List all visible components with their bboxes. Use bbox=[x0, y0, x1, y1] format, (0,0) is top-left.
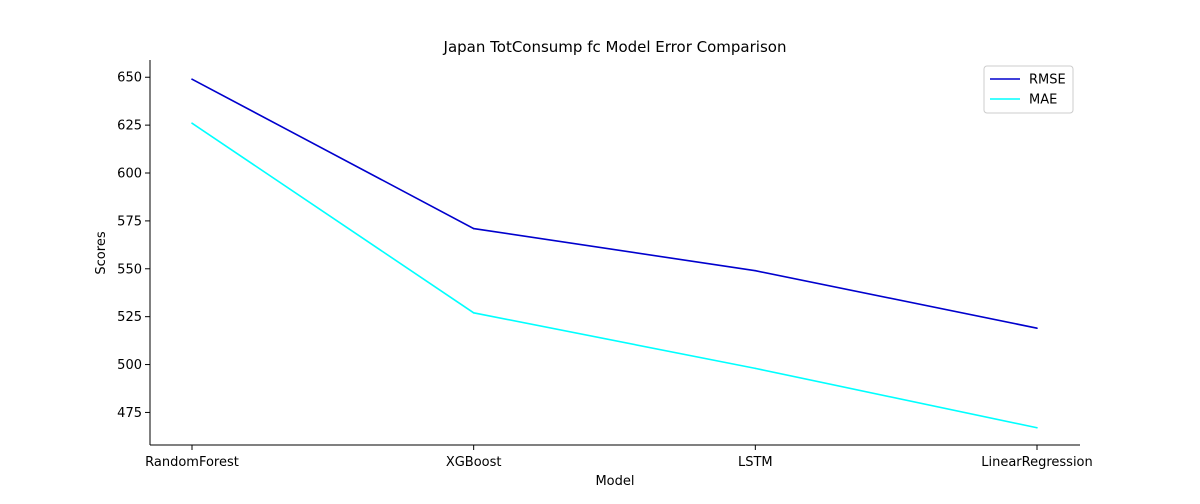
series-line-rmse bbox=[191, 78, 1038, 329]
x-tick-label: XGBoost bbox=[446, 455, 502, 470]
data-point-rmse bbox=[472, 227, 475, 230]
y-tick-label: 475 bbox=[117, 406, 142, 421]
x-tick-label: LSTM bbox=[738, 455, 773, 470]
data-point-mae bbox=[754, 367, 757, 370]
data-point-mae bbox=[1036, 426, 1038, 429]
data-point-mae bbox=[472, 312, 475, 314]
legend-box bbox=[983, 65, 1074, 114]
x-ticks: RandomForest XGBoost LSTM LinearRegression bbox=[145, 445, 1093, 470]
data-point-mae bbox=[191, 122, 193, 125]
legend-label-rmse: RMSE bbox=[1029, 73, 1066, 88]
y-axis-label: Scores bbox=[94, 231, 109, 274]
series-line-mae bbox=[191, 122, 1038, 429]
y-tick-label: 625 bbox=[117, 119, 142, 134]
chart-title: Japan TotConsump fc Model Error Comparis… bbox=[443, 38, 787, 56]
y-tick-label: 650 bbox=[117, 71, 142, 86]
data-point-rmse bbox=[1036, 327, 1038, 329]
legend-label-mae: MAE bbox=[1029, 93, 1057, 108]
x-axis-label: Model bbox=[595, 474, 634, 489]
y-tick-label: 600 bbox=[117, 167, 142, 182]
plot-area bbox=[191, 78, 1038, 429]
y-tick-label: 525 bbox=[117, 310, 142, 325]
y-ticks: 475 500 525 550 575 600 625 650 bbox=[117, 71, 150, 421]
data-point-rmse bbox=[754, 269, 757, 272]
x-tick-label: LinearRegression bbox=[981, 455, 1093, 470]
x-tick-label: RandomForest bbox=[145, 455, 239, 470]
y-tick-label: 550 bbox=[117, 262, 142, 277]
data-point-rmse bbox=[191, 78, 193, 80]
y-tick-label: 575 bbox=[117, 214, 142, 229]
y-tick-label: 500 bbox=[117, 358, 142, 373]
legend: RMSE MAE bbox=[983, 65, 1074, 114]
